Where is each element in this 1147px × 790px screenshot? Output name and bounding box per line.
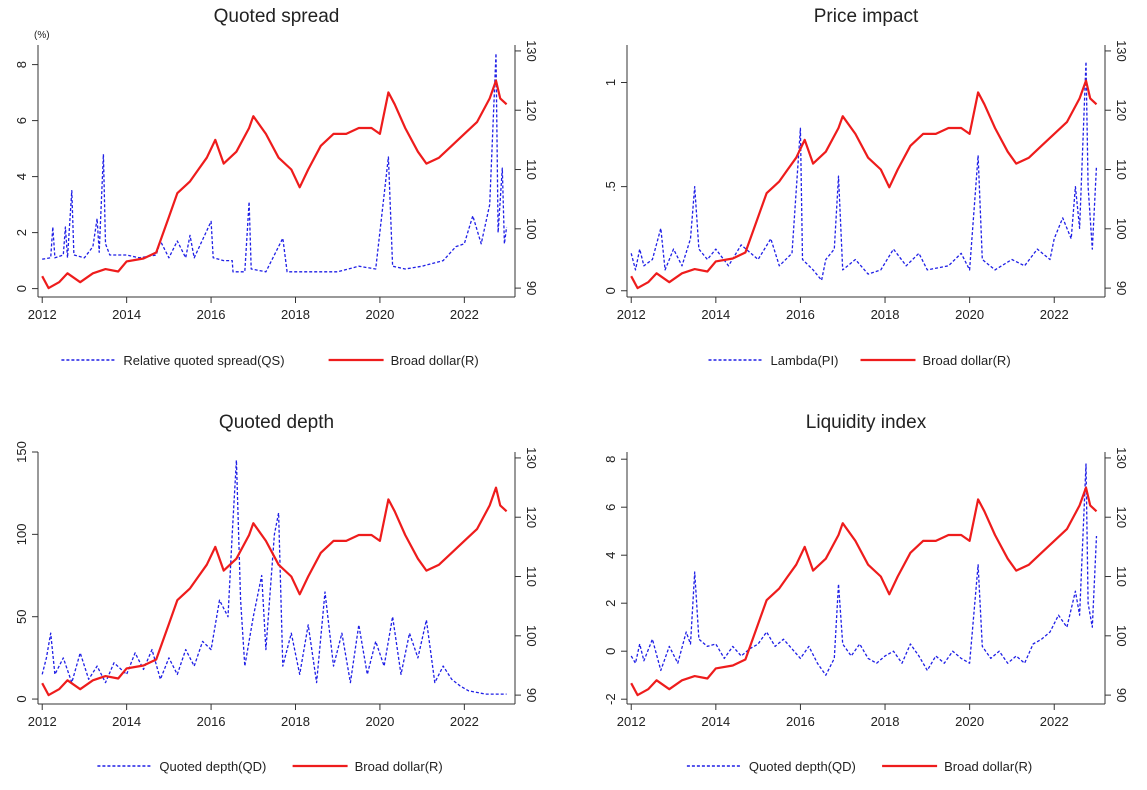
legend-label-right: Broad dollar(R) bbox=[923, 353, 1011, 368]
y-left-tick-label: 2 bbox=[14, 229, 29, 236]
legend-label-right: Broad dollar(R) bbox=[944, 759, 1032, 774]
y-right-tick-label: 110 bbox=[1114, 159, 1129, 180]
y-left-tick-label: .5 bbox=[603, 181, 618, 192]
x-tick-label: 2020 bbox=[955, 307, 984, 322]
y-right-tick-label: 90 bbox=[524, 688, 539, 702]
chart-panel: Quoted depth 2012 2014 2016 2018 2020 2022 0 50 1… bbox=[14, 412, 539, 774]
x-tick-label: 2016 bbox=[197, 714, 226, 729]
y-right-tick-label: 90 bbox=[1114, 281, 1129, 295]
x-tick-label: 2012 bbox=[28, 714, 57, 729]
y-left-tick-label: 50 bbox=[14, 609, 29, 623]
legend-label-left: Relative quoted spread(QS) bbox=[123, 353, 284, 368]
chart-panel: Quoted spread (%) 2012 2014 2016 2018 2020 2022… bbox=[14, 6, 539, 368]
legend-label-left: Lambda(PI) bbox=[771, 353, 839, 368]
y-right-tick-label: 90 bbox=[524, 281, 539, 295]
x-tick-label: 2022 bbox=[450, 307, 479, 322]
y-left-tick-label: 150 bbox=[14, 441, 29, 463]
legend-label-left: Quoted depth(QD) bbox=[749, 759, 856, 774]
x-tick-label: 2020 bbox=[365, 307, 394, 322]
series-line-left bbox=[630, 463, 1098, 676]
y-left-tick-label: -2 bbox=[603, 693, 618, 705]
series-line-right bbox=[41, 79, 508, 290]
x-tick-label: 2022 bbox=[1040, 714, 1069, 729]
chart-panel: Liquidity index 2012 2014 2016 2018 2020 2022 -… bbox=[603, 412, 1129, 774]
y-left-tick-label: 0 bbox=[14, 285, 29, 292]
y-left-tick-label: 0 bbox=[603, 287, 618, 294]
x-tick-label: 2014 bbox=[112, 307, 141, 322]
y-right-tick-label: 110 bbox=[1114, 566, 1129, 587]
chart-panel: Price impact 2012 2014 2016 2018 2020 2022 0 .5 1… bbox=[603, 6, 1129, 368]
y-right-tick-label: 100 bbox=[524, 625, 539, 647]
chart-title: Quoted spread bbox=[214, 6, 340, 27]
series-line-left bbox=[630, 61, 1098, 281]
x-tick-label: 2020 bbox=[955, 714, 984, 729]
x-tick-label: 2022 bbox=[1040, 307, 1069, 322]
x-tick-label: 2016 bbox=[786, 307, 815, 322]
chart-title: Liquidity index bbox=[806, 412, 927, 433]
legend-label-right: Broad dollar(R) bbox=[391, 353, 479, 368]
y-right-tick-label: 100 bbox=[1114, 625, 1129, 647]
y-right-tick-label: 110 bbox=[524, 566, 539, 587]
legend-label-left: Quoted depth(QD) bbox=[159, 759, 266, 774]
y-right-tick-label: 130 bbox=[524, 447, 539, 469]
y-right-tick-label: 120 bbox=[1114, 506, 1129, 528]
x-tick-label: 2016 bbox=[786, 714, 815, 729]
legend-label-right: Broad dollar(R) bbox=[355, 759, 443, 774]
y-right-tick-label: 120 bbox=[524, 506, 539, 528]
y-left-tick-label: 6 bbox=[603, 504, 618, 511]
x-tick-label: 2016 bbox=[197, 307, 226, 322]
unit-label: (%) bbox=[34, 30, 50, 41]
y-right-tick-label: 130 bbox=[1114, 447, 1129, 469]
legend: Quoted depth(QD) Broad dollar(R) bbox=[97, 759, 443, 774]
x-tick-label: 2012 bbox=[617, 307, 646, 322]
y-right-tick-label: 130 bbox=[524, 40, 539, 62]
x-tick-label: 2018 bbox=[871, 307, 900, 322]
x-tick-label: 2018 bbox=[281, 307, 310, 322]
y-right-tick-label: 90 bbox=[1114, 688, 1129, 702]
x-tick-label: 2020 bbox=[365, 714, 394, 729]
series-line-right bbox=[630, 79, 1098, 290]
y-left-tick-label: 4 bbox=[603, 552, 618, 559]
x-tick-label: 2012 bbox=[617, 714, 646, 729]
series-line-left bbox=[42, 52, 508, 273]
y-right-tick-label: 120 bbox=[1114, 99, 1129, 121]
y-left-tick-label: 4 bbox=[14, 173, 29, 180]
x-tick-label: 2014 bbox=[701, 307, 730, 322]
y-left-tick-label: 100 bbox=[14, 524, 29, 546]
legend: Relative quoted spread(QS) Broad dollar(R… bbox=[61, 353, 479, 368]
legend: Quoted depth(QD) Broad dollar(R) bbox=[686, 759, 1032, 774]
chart-title: Quoted depth bbox=[219, 412, 334, 433]
y-right-tick-label: 100 bbox=[1114, 218, 1129, 240]
y-right-tick-label: 120 bbox=[524, 99, 539, 121]
x-tick-label: 2018 bbox=[871, 714, 900, 729]
x-tick-label: 2022 bbox=[450, 714, 479, 729]
x-tick-label: 2018 bbox=[281, 714, 310, 729]
series-line-right bbox=[630, 486, 1098, 697]
y-right-tick-label: 100 bbox=[524, 218, 539, 240]
series-line-right bbox=[41, 486, 508, 697]
x-tick-label: 2012 bbox=[28, 307, 57, 322]
y-left-tick-label: 8 bbox=[603, 456, 618, 463]
y-left-tick-label: 1 bbox=[603, 79, 618, 86]
y-right-tick-label: 130 bbox=[1114, 40, 1129, 62]
legend: Lambda(PI) Broad dollar(R) bbox=[708, 353, 1011, 368]
y-left-tick-label: 2 bbox=[603, 600, 618, 607]
y-left-tick-label: 0 bbox=[603, 648, 618, 655]
series-line-left bbox=[41, 459, 507, 695]
y-left-tick-label: 8 bbox=[14, 61, 29, 68]
x-tick-label: 2014 bbox=[112, 714, 141, 729]
y-left-tick-label: 0 bbox=[14, 695, 29, 702]
y-right-tick-label: 110 bbox=[524, 159, 539, 180]
chart-title: Price impact bbox=[814, 6, 919, 27]
x-tick-label: 2014 bbox=[701, 714, 730, 729]
y-left-tick-label: 6 bbox=[14, 117, 29, 124]
